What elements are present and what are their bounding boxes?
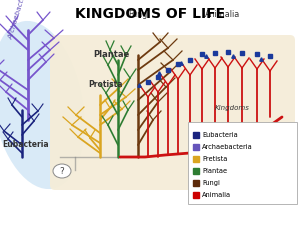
Text: Archaebacteria: Archaebacteria (8, 0, 30, 40)
Text: Eubacteria: Eubacteria (202, 132, 238, 138)
Text: Fungi: Fungi (202, 180, 220, 186)
Text: Eubacteria: Eubacteria (2, 140, 49, 149)
Text: Pretista: Pretista (202, 156, 227, 162)
Text: Plantae: Plantae (202, 168, 227, 174)
FancyBboxPatch shape (188, 122, 297, 204)
FancyBboxPatch shape (50, 35, 295, 190)
Ellipse shape (0, 21, 85, 189)
Text: ?: ? (60, 167, 64, 176)
Text: KINGDOMS OF LIFE: KINGDOMS OF LIFE (75, 7, 225, 21)
Text: Plantae: Plantae (93, 50, 129, 59)
Text: Archaebacteria: Archaebacteria (202, 144, 253, 150)
Text: Protista: Protista (88, 80, 122, 89)
Ellipse shape (53, 164, 71, 178)
Text: Animalia: Animalia (202, 192, 231, 198)
Text: Animalia: Animalia (205, 10, 240, 19)
Text: Kingdoms: Kingdoms (215, 105, 250, 111)
Text: Fungi: Fungi (128, 10, 149, 19)
